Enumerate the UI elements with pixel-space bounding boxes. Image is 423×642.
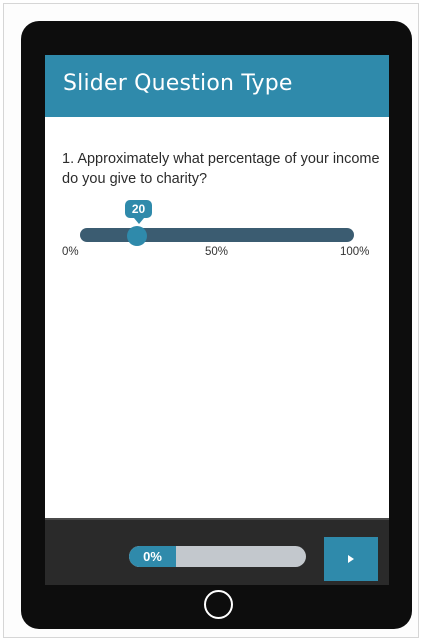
next-button[interactable] xyxy=(324,537,378,581)
slider-handle[interactable] xyxy=(127,226,147,246)
slider-mid-label: 50% xyxy=(205,246,228,258)
home-button[interactable] xyxy=(204,590,233,619)
slider-min-label: 0% xyxy=(62,246,79,258)
slider-value-tooltip: 20 xyxy=(125,200,152,218)
tablet-screen: Slider Question Type 1. Approximately wh… xyxy=(45,55,389,585)
question-text: 1. Approximately what percentage of your… xyxy=(62,149,380,189)
survey-footer: 0% xyxy=(45,518,389,585)
progress-label: 0% xyxy=(129,546,176,567)
play-icon xyxy=(348,555,354,563)
slider-max-label: 100% xyxy=(340,246,369,258)
survey-title: Slider Question Type xyxy=(63,71,293,96)
slider-track[interactable] xyxy=(80,228,354,242)
survey-header: Slider Question Type xyxy=(45,55,389,117)
progress-bar: 0% xyxy=(129,546,306,567)
